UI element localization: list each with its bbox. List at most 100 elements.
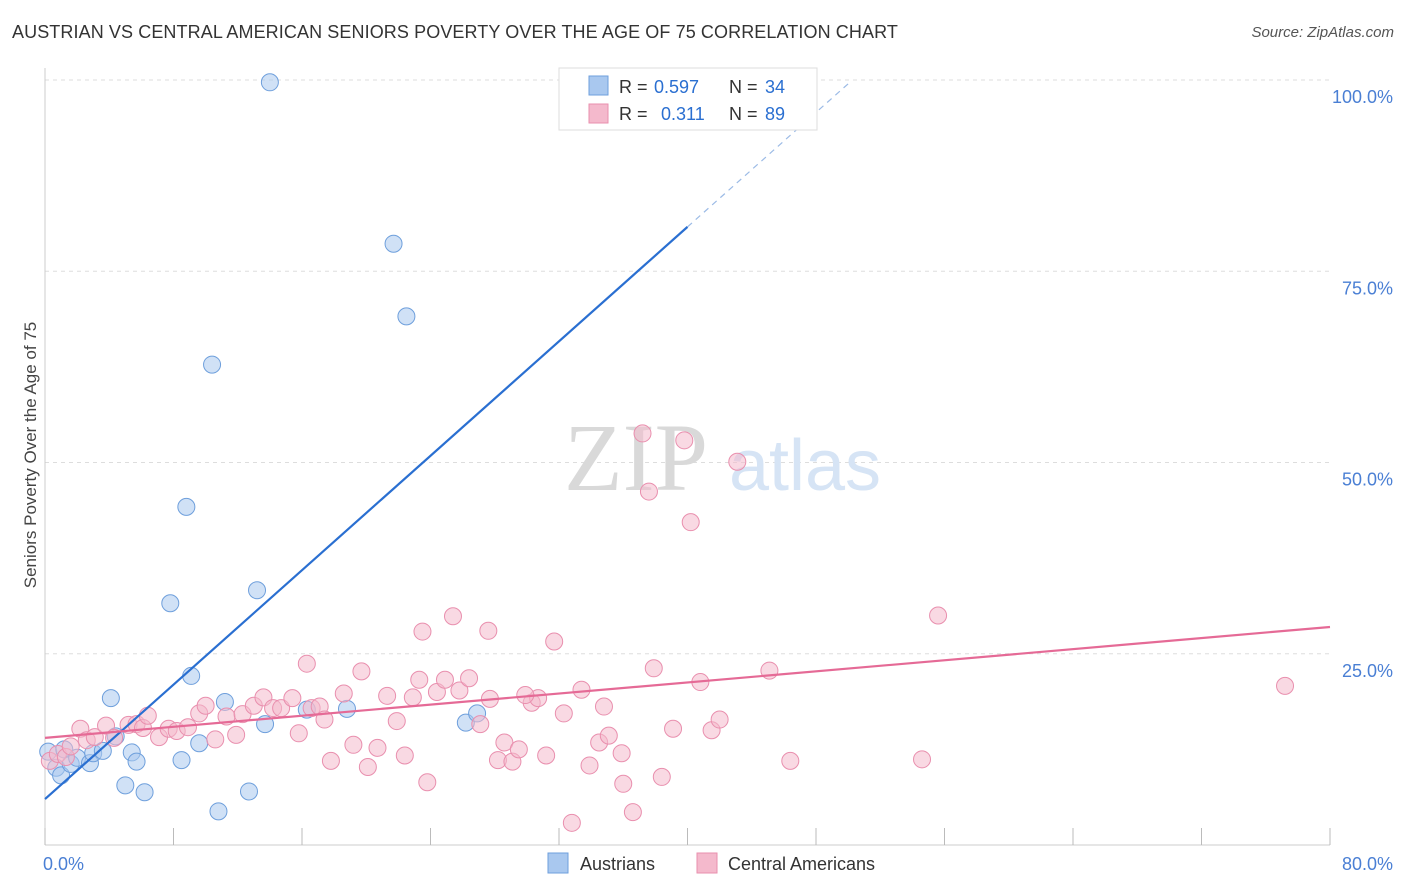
watermark-atlas: atlas	[729, 426, 881, 506]
point-central-americans	[479, 621, 498, 640]
point-central-americans	[1276, 676, 1295, 695]
axes	[44, 68, 1331, 846]
point-central-americans	[652, 767, 671, 786]
series-label-austrians: Austrians	[580, 854, 655, 874]
point-austrians	[239, 782, 258, 801]
point-austrians	[172, 751, 191, 770]
point-austrians	[127, 752, 146, 771]
point-austrians	[384, 234, 403, 253]
point-central-americans	[554, 704, 573, 723]
point-central-americans	[344, 735, 363, 754]
point-central-americans	[664, 719, 683, 738]
y-tick-label: 25.0%	[1342, 661, 1393, 681]
correlation-legend: R = 0.597 N = 34 R = 0.311 N = 89	[558, 67, 818, 131]
point-central-americans	[321, 751, 340, 770]
legend-r-value: 0.311	[661, 104, 705, 124]
chart-title: AUSTRIAN VS CENTRAL AMERICAN SENIORS POV…	[12, 22, 898, 42]
point-central-americans	[594, 697, 613, 716]
grid-lines	[45, 79, 1330, 655]
point-central-americans	[378, 686, 397, 705]
point-central-americans	[644, 659, 663, 678]
y-axis-label: Seniors Poverty Over the Age of 75	[21, 322, 40, 588]
point-central-americans	[283, 689, 302, 708]
point-central-americans	[206, 730, 225, 749]
point-austrians	[203, 355, 222, 374]
point-central-americans	[572, 680, 591, 699]
point-central-americans	[623, 803, 642, 822]
point-central-americans	[289, 724, 308, 743]
series-swatch-austrians	[547, 852, 569, 874]
point-central-americans	[537, 746, 556, 765]
data-points	[39, 73, 1295, 832]
point-central-americans	[413, 622, 432, 641]
point-austrians	[116, 776, 135, 795]
point-central-americans	[418, 773, 437, 792]
point-central-americans	[297, 654, 316, 673]
series-legend: Austrians Central Americans	[547, 852, 875, 874]
point-central-americans	[614, 774, 633, 793]
point-central-americans	[443, 607, 462, 626]
legend-swatch-central-americans	[588, 103, 609, 124]
point-austrians	[177, 497, 196, 516]
point-austrians	[209, 802, 228, 821]
point-central-americans	[387, 712, 406, 731]
point-austrians	[101, 689, 120, 708]
point-central-americans	[368, 738, 387, 757]
point-austrians	[260, 73, 279, 92]
x-tick-label: 80.0%	[1342, 854, 1393, 874]
point-central-americans	[471, 715, 490, 734]
point-central-americans	[61, 737, 80, 756]
point-central-americans	[315, 710, 334, 729]
legend-n-label: N =	[729, 77, 758, 97]
point-austrians	[135, 783, 154, 802]
series-label-central-americans: Central Americans	[728, 854, 875, 874]
y-tick-label: 75.0%	[1342, 278, 1393, 298]
point-central-americans	[728, 452, 747, 471]
point-central-americans	[138, 706, 157, 725]
point-central-americans	[358, 757, 377, 776]
trend-line-austrians	[44, 226, 689, 800]
x-tick-label: 0.0%	[43, 854, 84, 874]
watermark-zip: ZIP	[564, 404, 708, 511]
point-central-americans	[410, 670, 429, 689]
point-central-americans	[196, 696, 215, 715]
point-central-americans	[580, 756, 599, 775]
point-austrians	[161, 594, 180, 613]
legend-swatch-austrians	[588, 75, 609, 96]
legend-n-label: N =	[729, 104, 758, 124]
point-central-americans	[681, 513, 700, 532]
point-central-americans	[710, 710, 729, 729]
point-central-americans	[675, 431, 694, 450]
point-central-americans	[509, 740, 528, 759]
point-central-americans	[403, 688, 422, 707]
point-central-americans	[178, 718, 197, 737]
tick-labels: 25.0% 50.0% 75.0% 100.0% 0.0% 80.0%	[43, 87, 1393, 874]
watermark: ZIP atlas	[564, 404, 881, 511]
point-central-americans	[334, 684, 353, 703]
legend-r-label: R =	[619, 104, 648, 124]
point-austrians	[337, 699, 356, 718]
legend-r-label: R =	[619, 77, 648, 97]
point-central-americans	[395, 746, 414, 765]
point-central-americans	[352, 662, 371, 681]
point-central-americans	[612, 744, 631, 763]
point-central-americans	[562, 813, 581, 832]
point-central-americans	[227, 725, 246, 744]
point-central-americans	[639, 482, 658, 501]
point-austrians	[248, 581, 267, 600]
point-central-americans	[599, 726, 618, 745]
point-central-americans	[913, 750, 932, 769]
point-austrians	[397, 307, 416, 326]
point-central-americans	[781, 751, 800, 770]
legend-n-value: 34	[765, 77, 785, 97]
point-central-americans	[929, 606, 948, 625]
legend-r-value: 0.597	[654, 77, 699, 97]
y-tick-label: 50.0%	[1342, 470, 1393, 490]
trend-lines	[44, 83, 1331, 800]
trend-line-austrians-extension	[687, 83, 849, 228]
legend-n-value: 89	[765, 104, 785, 124]
source-note: Source: ZipAtlas.com	[1251, 24, 1394, 41]
point-austrians	[93, 741, 112, 760]
point-central-americans	[633, 424, 652, 443]
